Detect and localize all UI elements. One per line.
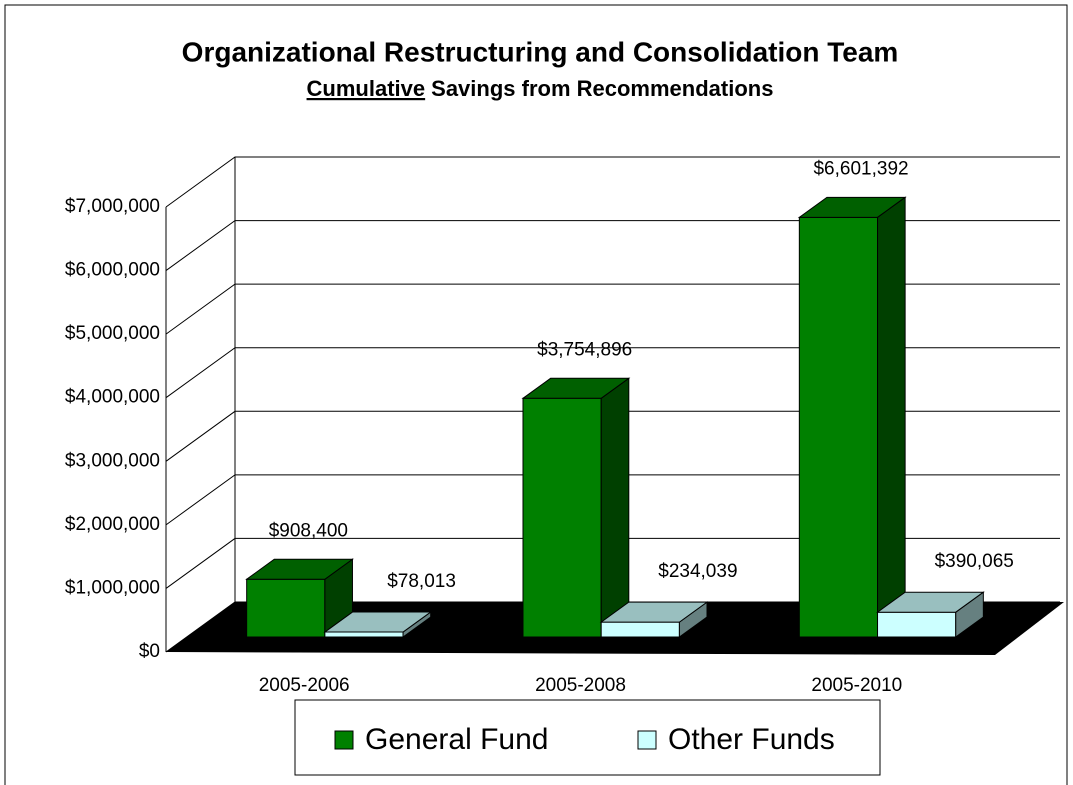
y-tick-label: $7,000,000 — [65, 196, 160, 217]
bar-top — [245, 558, 355, 580]
bar-front — [877, 611, 957, 638]
grid-line — [165, 283, 1060, 335]
grid-line — [165, 474, 1060, 526]
grid-line — [165, 156, 1060, 208]
x-tick-label: 2005-2008 — [535, 675, 626, 696]
value-label: $3,754,896 — [537, 339, 632, 360]
bar-side — [877, 196, 906, 638]
bar-top — [323, 611, 433, 633]
legend-swatch — [334, 730, 354, 750]
chart-title: Organizational Restructuring and Consoli… — [182, 36, 899, 67]
bar-front — [600, 621, 680, 638]
y-tick-label: $0 — [139, 641, 160, 662]
legend-swatch — [637, 730, 657, 750]
grid-line — [165, 220, 1060, 271]
bar-front — [246, 578, 326, 638]
x-tick-label: 2005-2006 — [259, 675, 350, 696]
y-tick-label: $5,000,000 — [65, 323, 160, 344]
bar-top — [521, 377, 631, 399]
grid-line — [165, 537, 1060, 589]
subtitle-emphasis: Cumulative — [307, 76, 426, 101]
bar-side — [600, 377, 630, 638]
grid-line — [165, 347, 1060, 399]
bar — [599, 601, 709, 638]
chart-subtitle: Cumulative Savings from Recommendations — [307, 76, 774, 101]
legend-box — [294, 699, 881, 776]
value-label: $234,039 — [658, 561, 737, 582]
bar — [875, 591, 985, 638]
bar — [521, 377, 631, 638]
bar-top — [599, 601, 709, 623]
value-label: $6,601,392 — [813, 158, 908, 179]
y-tick-label: $4,000,000 — [65, 387, 160, 408]
y-tick-label: $3,000,000 — [65, 450, 160, 471]
subtitle-rest: Savings from Recommendations — [431, 76, 773, 101]
bar-front — [324, 631, 404, 638]
y-tick-label: $1,000,000 — [65, 577, 160, 598]
value-label: $908,400 — [269, 520, 348, 541]
y-tick-label: $2,000,000 — [65, 514, 160, 535]
value-label: $390,065 — [935, 551, 1014, 572]
legend-label: Other Funds — [668, 723, 835, 756]
bar-top — [797, 196, 907, 218]
bar-front — [798, 216, 879, 638]
value-label: $78,013 — [387, 571, 456, 592]
legend-label: General Fund — [365, 723, 548, 756]
bar-top — [875, 591, 985, 613]
bar-front — [522, 397, 602, 638]
bar — [797, 196, 907, 638]
grid-line — [165, 410, 1060, 462]
bar — [323, 611, 433, 638]
x-tick-label: 2005-2010 — [811, 675, 902, 696]
y-tick-label: $6,000,000 — [65, 260, 160, 281]
